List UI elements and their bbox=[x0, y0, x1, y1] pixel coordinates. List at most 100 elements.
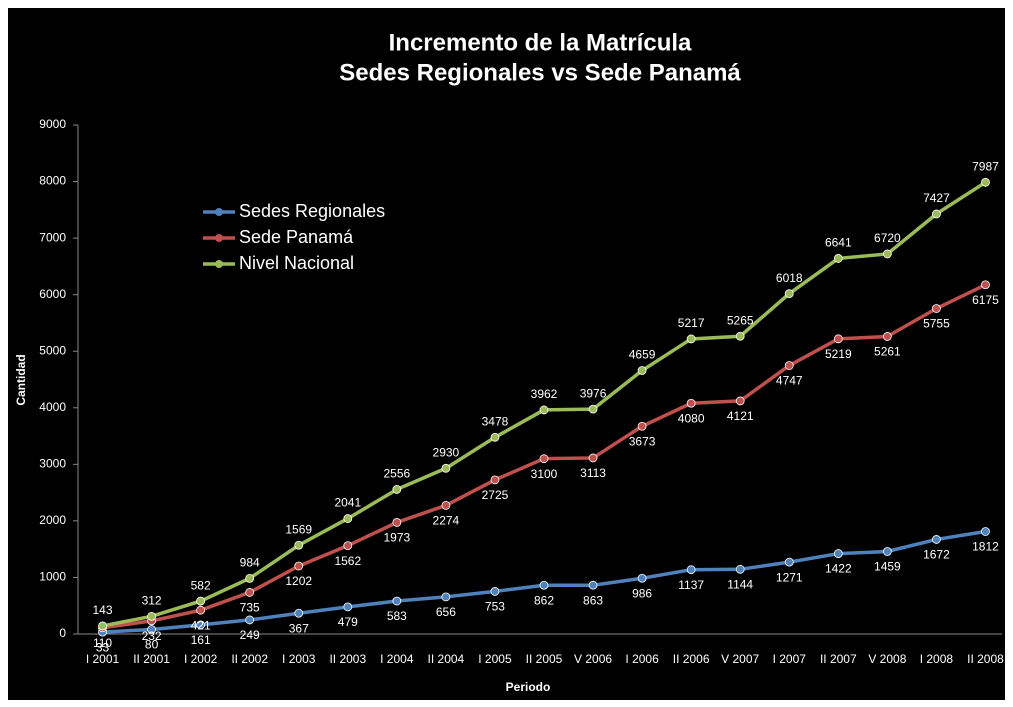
data-label: 2556 bbox=[383, 467, 410, 481]
data-point bbox=[147, 611, 156, 621]
data-label: 312 bbox=[142, 594, 162, 608]
data-point bbox=[490, 475, 500, 485]
data-label: 4659 bbox=[629, 348, 656, 362]
data-point bbox=[882, 249, 892, 259]
data-label: 656 bbox=[436, 605, 456, 619]
data-point bbox=[882, 332, 892, 341]
data-label: 2041 bbox=[334, 496, 361, 510]
data-label: 735 bbox=[240, 601, 260, 615]
x-tick-label: I 2006 bbox=[625, 652, 659, 666]
y-tick-label: 3000 bbox=[39, 457, 66, 471]
data-label: 986 bbox=[632, 586, 652, 600]
data-point bbox=[441, 592, 451, 602]
x-tick-label: II 2006 bbox=[673, 652, 710, 666]
x-tick-label: V 2007 bbox=[721, 652, 759, 666]
y-tick-label: 8000 bbox=[39, 174, 66, 188]
data-label: 110 bbox=[93, 636, 112, 650]
data-point bbox=[343, 541, 353, 551]
data-label: 4747 bbox=[776, 374, 803, 388]
data-label: 1137 bbox=[678, 578, 704, 592]
x-tick-label: I 2007 bbox=[773, 652, 807, 666]
data-point bbox=[637, 366, 647, 375]
data-label: 5261 bbox=[874, 345, 901, 359]
data-point bbox=[833, 254, 843, 263]
data-label: 862 bbox=[534, 593, 554, 607]
data-point bbox=[784, 557, 794, 567]
data-label: 232 bbox=[142, 629, 162, 643]
data-point bbox=[539, 405, 549, 415]
data-point bbox=[981, 177, 990, 187]
data-label: 5219 bbox=[825, 347, 852, 361]
data-label: 6018 bbox=[776, 271, 803, 285]
data-point bbox=[735, 564, 745, 574]
x-tick-label: V 2008 bbox=[868, 652, 906, 666]
data-point bbox=[735, 396, 745, 406]
data-label: 5217 bbox=[678, 316, 705, 330]
data-point bbox=[343, 602, 353, 612]
data-point bbox=[637, 421, 647, 431]
chart-title: Incremento de la Matrícula bbox=[389, 29, 692, 56]
x-tick-label: I 2008 bbox=[920, 652, 954, 666]
data-label: 143 bbox=[93, 603, 113, 617]
data-point bbox=[932, 304, 941, 313]
y-tick-label: 1000 bbox=[39, 570, 66, 584]
data-point bbox=[392, 596, 402, 606]
data-label: 479 bbox=[338, 615, 358, 629]
data-label: 5265 bbox=[727, 313, 754, 327]
data-point bbox=[833, 334, 843, 344]
data-label: 1202 bbox=[285, 574, 312, 588]
data-label: 367 bbox=[289, 621, 309, 635]
data-point bbox=[735, 331, 745, 341]
x-tick-label: I 2005 bbox=[478, 652, 512, 666]
data-label: 1271 bbox=[776, 570, 803, 584]
y-tick-label: 7000 bbox=[39, 230, 66, 244]
data-point bbox=[686, 334, 696, 344]
data-label: 863 bbox=[583, 593, 603, 607]
data-label: 7987 bbox=[972, 159, 999, 173]
data-point bbox=[588, 404, 598, 414]
data-point bbox=[539, 454, 549, 464]
data-label: 80 bbox=[145, 638, 159, 652]
data-point bbox=[196, 596, 206, 606]
x-tick-label: I 2003 bbox=[282, 652, 316, 666]
y-tick-label: 9000 bbox=[39, 117, 66, 131]
x-axis-label: Periodo bbox=[506, 680, 551, 694]
data-point bbox=[637, 573, 647, 583]
data-label: 1973 bbox=[383, 531, 410, 545]
data-label: 3478 bbox=[482, 414, 509, 428]
data-label: 582 bbox=[191, 578, 211, 592]
data-point bbox=[245, 615, 255, 625]
data-label: 1422 bbox=[825, 562, 852, 576]
y-tick-label: 4000 bbox=[39, 400, 66, 414]
legend-marker bbox=[215, 208, 223, 216]
data-label: 1459 bbox=[874, 560, 901, 574]
data-point bbox=[245, 588, 255, 597]
data-point bbox=[441, 500, 451, 510]
legend-label: Sede Panamá bbox=[239, 227, 354, 247]
data-point bbox=[441, 463, 451, 473]
data-label: 1812 bbox=[972, 540, 999, 554]
data-label: 3113 bbox=[580, 466, 606, 480]
data-label: 3673 bbox=[629, 434, 656, 448]
x-tick-label: II 2004 bbox=[428, 652, 465, 666]
data-point bbox=[981, 527, 990, 536]
data-label: 1144 bbox=[727, 577, 753, 591]
data-point bbox=[98, 621, 107, 631]
data-point bbox=[686, 565, 696, 575]
y-tick-label: 2000 bbox=[39, 513, 66, 527]
data-label: 5755 bbox=[923, 317, 950, 331]
chart-subtitle: Sedes Regionales vs Sede Panamá bbox=[339, 59, 741, 86]
data-point bbox=[833, 549, 843, 558]
data-point bbox=[245, 573, 255, 583]
legend-label: Sedes Regionales bbox=[239, 201, 385, 221]
data-point bbox=[294, 540, 304, 550]
data-label: 2930 bbox=[433, 445, 460, 459]
x-tick-label: V 2006 bbox=[574, 652, 612, 666]
data-point bbox=[932, 535, 941, 544]
data-point bbox=[392, 518, 402, 527]
legend-label: Nivel Nacional bbox=[239, 253, 354, 273]
data-point bbox=[588, 453, 598, 463]
data-label: 421 bbox=[191, 618, 211, 632]
data-point bbox=[490, 432, 500, 442]
data-label: 2725 bbox=[482, 488, 509, 502]
